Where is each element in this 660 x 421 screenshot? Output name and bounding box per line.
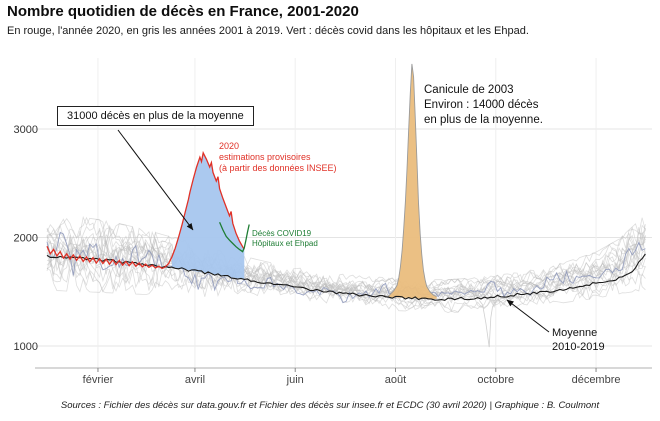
covid-deaths-line [219, 222, 250, 253]
gray-year-line [46, 263, 646, 313]
year-2020-line [46, 150, 245, 270]
excess-2020-area [171, 152, 245, 280]
chart-canvas: février avril juin août octobre décembre 1000 2… [14, 58, 652, 386]
gray-year-line [46, 240, 646, 308]
annotation-2020-line2: estimations provisoires [219, 152, 311, 162]
x-axis-label: octobre [477, 374, 514, 386]
annotation-covid-line2: Hôpitaux et Ehpad [252, 238, 318, 248]
annotation-mean-line1: Moyenne [552, 327, 598, 339]
annotation-covid-deaths: Décès COVID19 Hôpitaux et Ehpad [252, 229, 318, 248]
gray-year-line [46, 250, 646, 309]
gray-year-line [46, 231, 646, 304]
annotation-2020-line3: (à partir des données INSEE) [219, 163, 337, 173]
x-axis-label: août [385, 374, 406, 386]
heatwave-2003-area [384, 63, 437, 300]
annotation-heatwave-line2: Environ : 14000 décès [424, 99, 539, 111]
page-title: Nombre quotidien de décès en France, 200… [7, 3, 359, 20]
annotation-2020-line1: 2020 [219, 141, 240, 151]
annotation-heatwave-line3: en plus de la moyenne. [424, 114, 543, 126]
annotation-covid-line1: Décès COVID19 [252, 229, 312, 238]
outlier-dip-line [478, 298, 500, 348]
annotation-mean-line2: 2010-2019 [552, 341, 605, 353]
chart-subtitle: En rouge, l'année 2020, en gris les anné… [7, 25, 529, 37]
gray-year-line [46, 215, 646, 302]
x-axis-label: février [83, 374, 114, 386]
heatwave-2003-line [383, 63, 437, 298]
excess-annotation-arrow [117, 129, 194, 231]
annotation-heatwave-line1: Canicule de 2003 [424, 84, 514, 96]
annotation-heatwave-2003: Canicule de 2003 Environ : 14000 décès e… [424, 83, 543, 128]
mean-annotation-arrow [506, 299, 550, 333]
y-axis-label: 1000 [14, 341, 38, 353]
y-axis-label: 3000 [14, 124, 38, 136]
x-axis-label: décembre [572, 374, 621, 386]
annotation-excess-deaths: 31000 décès en plus de la moyenne [57, 106, 254, 126]
source-caption: Sources : Fichier des décès sur data.gou… [60, 400, 600, 411]
annotation-mean: Moyenne 2010-2019 [552, 326, 605, 354]
x-axis-label: avril [185, 374, 205, 386]
annotation-2020-estimates: 2020 estimations provisoires (à partir d… [219, 141, 337, 174]
y-axis-label: 2000 [14, 233, 38, 245]
x-axis-label: juin [286, 374, 304, 386]
